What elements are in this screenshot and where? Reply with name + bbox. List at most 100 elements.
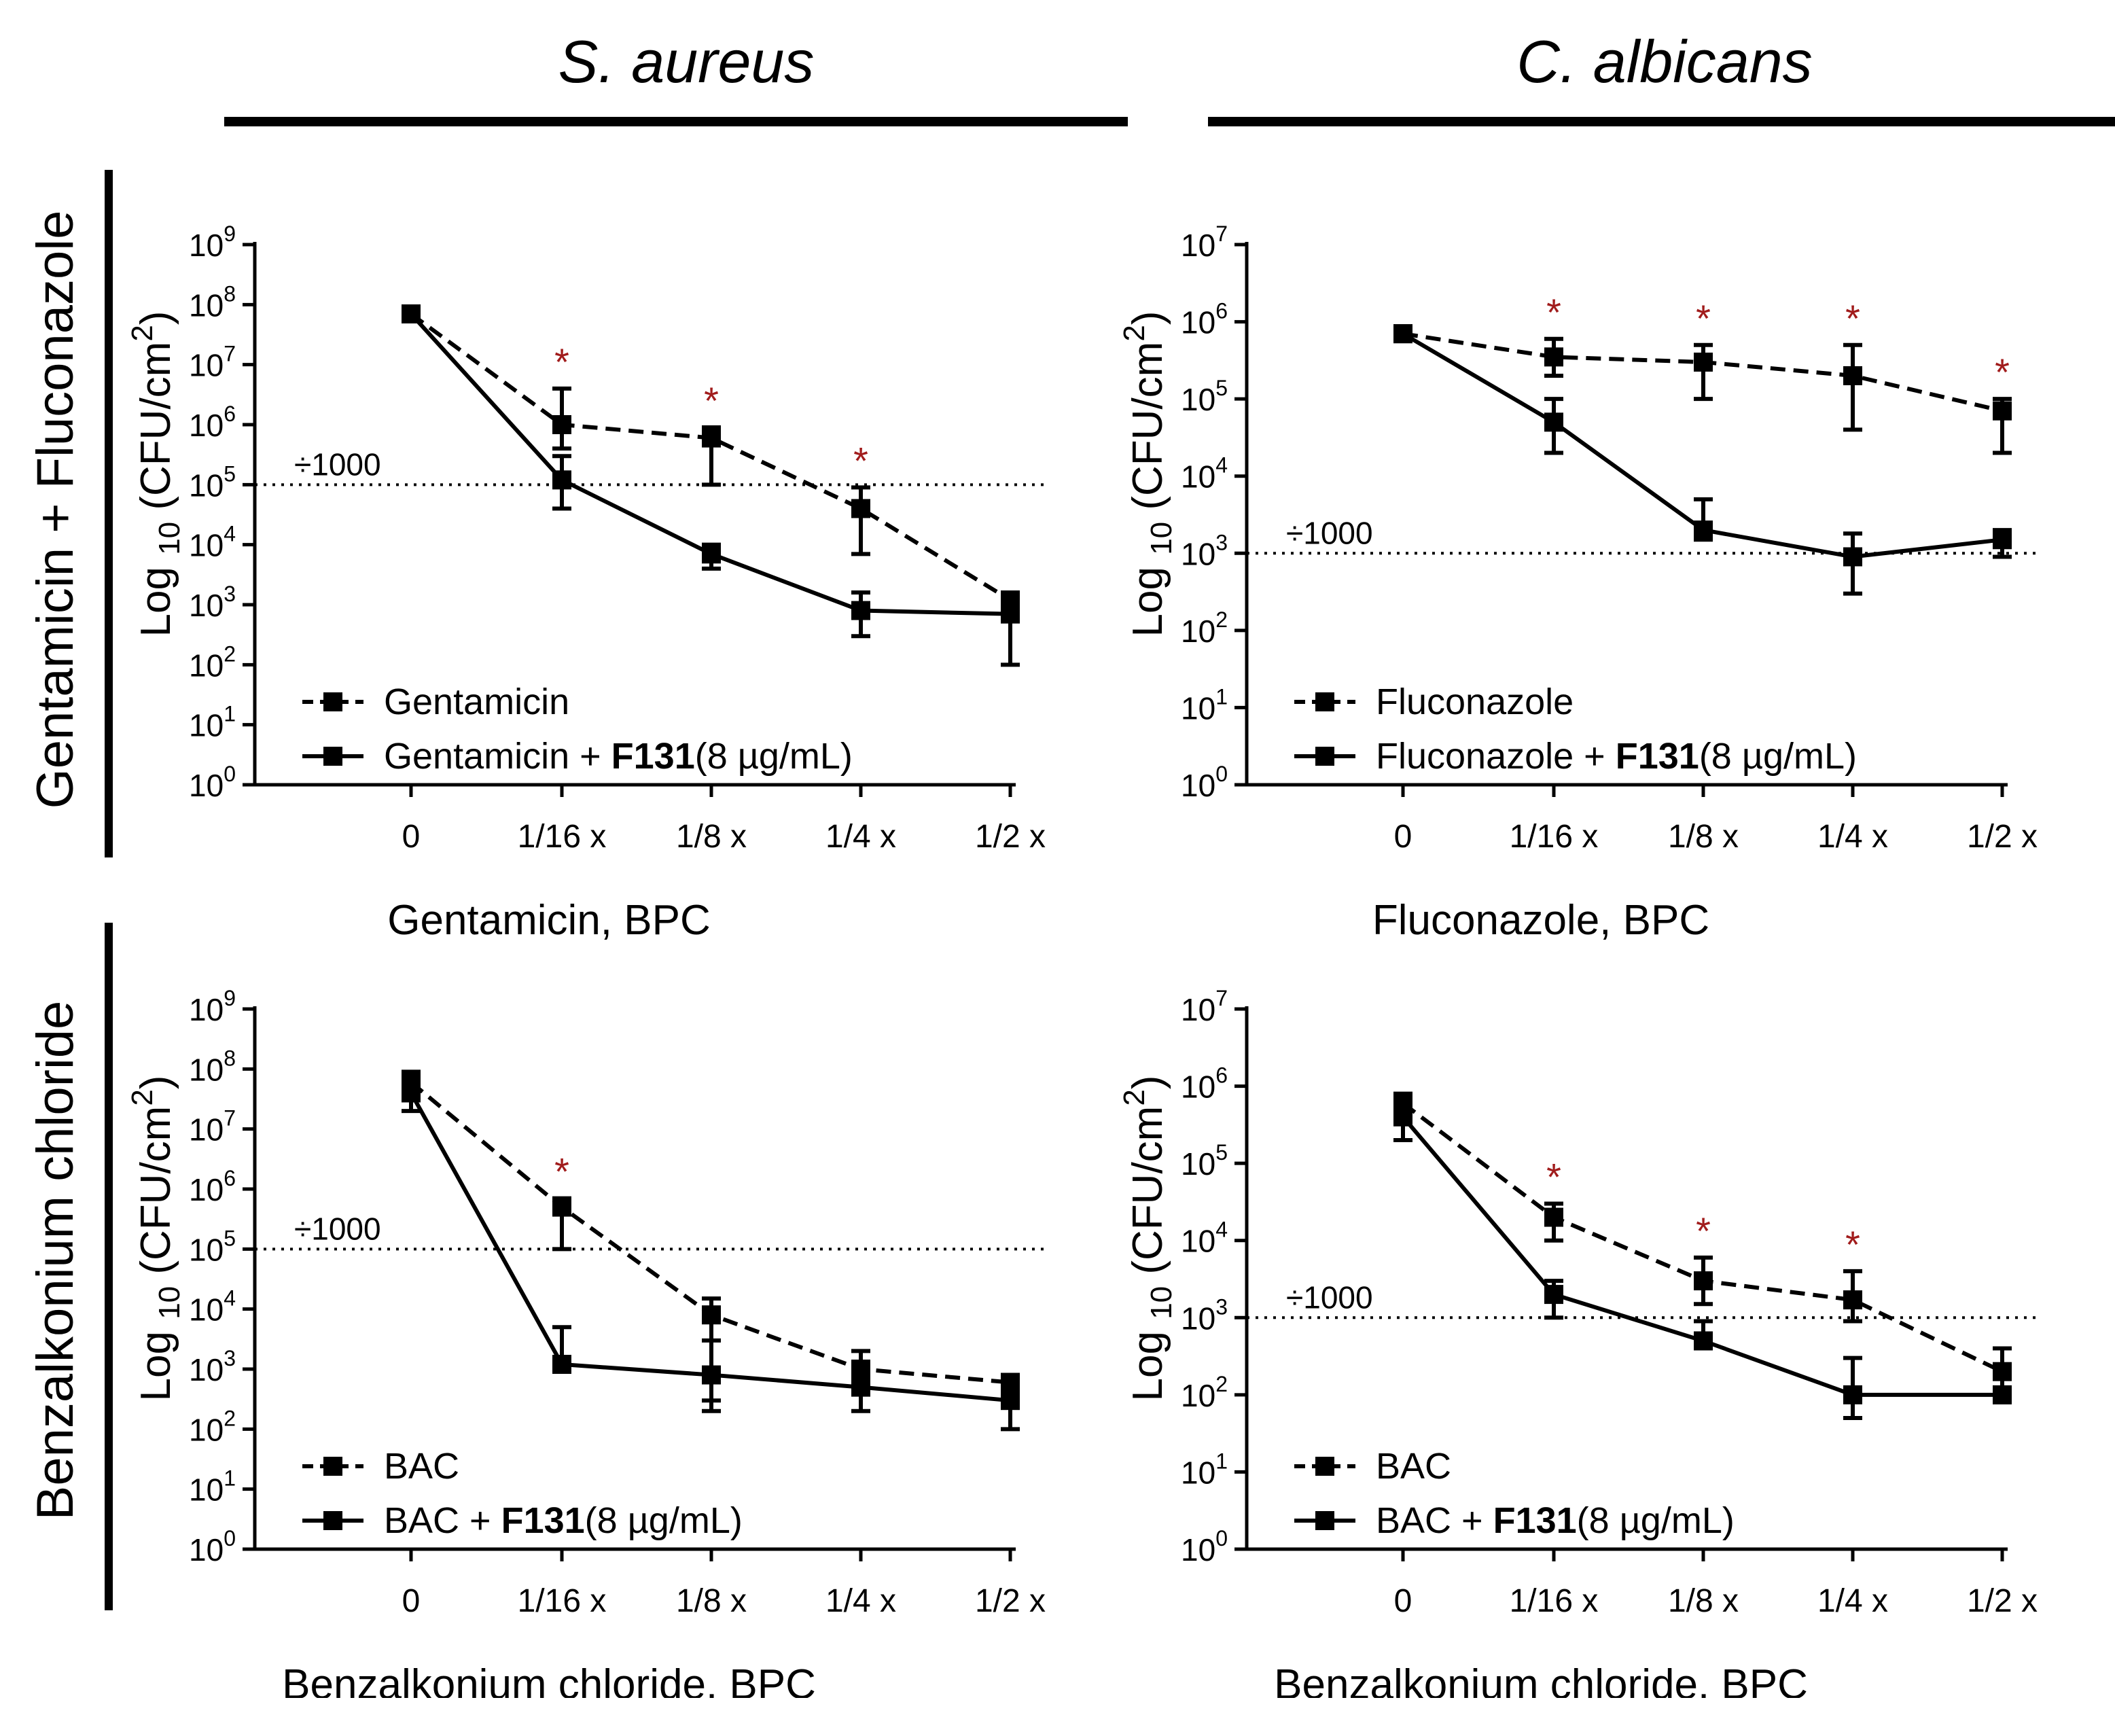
y-tick-label: 103: [1181, 1294, 1228, 1336]
y-tick-exponent: 5: [224, 461, 236, 486]
y-tick-base: 10: [189, 588, 224, 623]
row-divider-top: [105, 170, 113, 857]
x-tick-label: 1/2 x: [975, 819, 1046, 855]
panel-bac-c-albicans: 100 101 102 103 104 105 106 107 0 1/16 x 1/8 x 1/4 …: [1107, 968, 2115, 1736]
y-tick-base: 10: [189, 1472, 224, 1508]
column-divider-s-aureus: [224, 117, 1128, 126]
y-tick-label: 102: [189, 1406, 236, 1447]
legend-marker: [1315, 692, 1334, 711]
y-tick-exponent: 6: [1215, 299, 1228, 323]
y-axis-title-close: ): [1124, 1076, 1171, 1090]
row-label-benzalkonium: Benzalkonium chloride: [26, 1000, 84, 1521]
legend-label: Fluconazole: [1376, 681, 1574, 722]
data-point: [851, 1377, 870, 1397]
threshold-label: ÷1000: [294, 1211, 381, 1246]
y-tick-exponent: 2: [1215, 1372, 1228, 1396]
y-tick-base: 10: [1181, 1455, 1215, 1490]
legend-label-text: Fluconazole: [1376, 681, 1574, 722]
y-tick-label: 106: [1181, 1063, 1228, 1105]
y-tick-base: 10: [1181, 1300, 1215, 1336]
significance-asterisk: *: [1845, 297, 1860, 340]
y-tick-base: 10: [189, 708, 224, 743]
x-tick-label: 1/2 x: [1967, 1583, 2038, 1619]
y-tick-exponent: 1: [1215, 684, 1228, 709]
y-tick-label: 101: [1181, 1449, 1228, 1490]
x-tick-label: 1/4 x: [1817, 819, 1888, 855]
y-tick-label: 106: [189, 1166, 236, 1207]
y-axis-title: Log 10 (CFU/cm2): [1118, 311, 1178, 637]
legend-label-bold: F131: [1493, 1500, 1577, 1541]
y-tick-base: 10: [1181, 305, 1215, 340]
data-point: [1993, 530, 2012, 550]
series-dashed: [1393, 324, 2012, 455]
row-divider-bottom: [105, 923, 113, 1610]
legend-marker: [323, 692, 342, 711]
legend-label: BAC + F131(8 µg/mL): [1376, 1500, 1735, 1541]
x-tick-label: 1/8 x: [676, 1583, 747, 1619]
y-tick-label: 107: [189, 342, 236, 383]
legend-label-text: BAC: [384, 1446, 459, 1487]
data-point: [402, 1083, 421, 1103]
y-axis-title-close: ): [1124, 311, 1171, 325]
y-tick-exponent: 1: [224, 702, 236, 726]
y-tick-exponent: 6: [1215, 1063, 1228, 1088]
x-tick-label: 0: [402, 1583, 421, 1619]
y-tick-exponent: 8: [224, 1046, 236, 1070]
y-tick-label: 104: [189, 522, 236, 563]
data-point: [702, 1305, 721, 1325]
data-point: [1993, 1362, 2012, 1381]
y-tick-label: 108: [189, 281, 236, 323]
y-tick-exponent: 3: [1215, 1294, 1228, 1319]
legend-label-bold: F131: [611, 736, 695, 777]
y-tick-base: 10: [189, 1292, 224, 1328]
significance-asterisk: *: [1696, 1209, 1711, 1252]
y-tick-label: 107: [189, 1106, 236, 1148]
y-axis-title-superscript: 2: [126, 1089, 159, 1105]
legend-marker: [1315, 1511, 1334, 1530]
x-axis-title: Benzalkonium chloride, BPC: [1274, 1661, 1808, 1698]
data-point: [1843, 366, 1862, 385]
y-tick-label: 103: [1181, 530, 1228, 571]
panel-gentamicin-s-aureus: 100 101 102 103 104 105 106 107 108 109 0 1/16 x 1/8…: [115, 204, 1175, 972]
data-point: [702, 544, 721, 564]
y-tick-label: 108: [189, 1046, 236, 1087]
y-tick-base: 10: [189, 467, 224, 503]
y-tick-base: 10: [1181, 536, 1215, 571]
y-tick-label: 105: [189, 461, 236, 503]
x-axis-title: Gentamicin, BPC: [387, 897, 711, 944]
y-tick-label: 100: [1181, 1526, 1228, 1567]
y-axis-title-close: ): [132, 1076, 179, 1090]
y-tick-base: 10: [189, 648, 224, 683]
y-tick-exponent: 6: [224, 402, 236, 426]
y-tick-exponent: 4: [224, 1286, 236, 1311]
legend-label: BAC + F131(8 µg/mL): [384, 1500, 743, 1541]
data-point: [552, 470, 571, 490]
significance-asterisk: *: [853, 439, 868, 482]
y-tick-base: 10: [189, 228, 224, 263]
threshold-label: ÷1000: [1286, 515, 1373, 550]
row-label-wrap-top: Gentamicin + Fluconazole: [26, 170, 94, 849]
y-tick-exponent: 5: [1215, 376, 1228, 400]
data-point: [1694, 1271, 1713, 1291]
y-tick-exponent: 1: [1215, 1449, 1228, 1473]
y-tick-label: 100: [1181, 762, 1228, 803]
x-axis-title: Fluconazole, BPC: [1372, 897, 1709, 944]
y-tick-label: 100: [189, 762, 236, 803]
y-tick-base: 10: [1181, 382, 1215, 417]
data-point: [1993, 1385, 2012, 1404]
y-tick-label: 106: [189, 402, 236, 443]
x-tick-label: 1/2 x: [1967, 819, 2038, 855]
y-tick-base: 10: [189, 1532, 224, 1567]
y-tick-label: 104: [1181, 453, 1228, 495]
y-tick-base: 10: [189, 1412, 224, 1447]
y-tick-exponent: 0: [224, 1526, 236, 1551]
y-tick-exponent: 9: [224, 222, 236, 246]
data-point: [1544, 412, 1563, 432]
column-divider-c-albicans: [1208, 117, 2115, 126]
y-axis-title: Log 10 (CFU/cm2): [1118, 1076, 1178, 1402]
y-tick-label: 101: [189, 702, 236, 743]
x-tick-label: 0: [1394, 819, 1412, 855]
y-axis-title-main: Log: [1124, 555, 1171, 637]
